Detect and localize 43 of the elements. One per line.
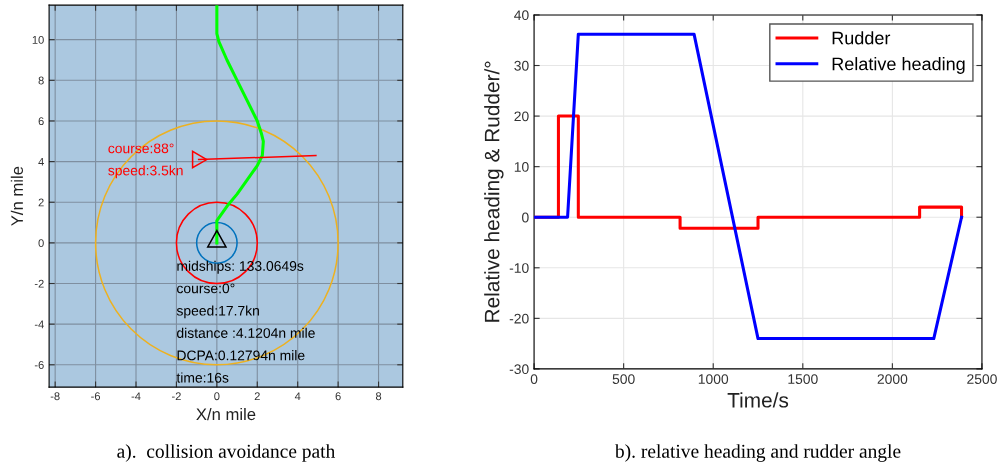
- text: b). relative heading and rudder angle: [614, 444, 901, 462]
- annotation: time:16s: [176, 372, 229, 383]
- y-axis-title: Y/n mile: [10, 166, 24, 226]
- x-tick-label: 1500: [788, 374, 818, 384]
- legend-label: Rudder: [832, 31, 891, 45]
- y-tick-label: -4: [34, 320, 44, 329]
- y-tick-label: 6: [38, 117, 44, 126]
- legend-label: Relative heading: [832, 57, 965, 74]
- y-tick-label: 10: [32, 35, 44, 44]
- x-tick-label: 4: [294, 392, 301, 401]
- x-axis-title: X/n mile: [196, 407, 256, 421]
- x-tick-label: -8: [50, 392, 60, 401]
- annotation: course:0°: [177, 283, 235, 294]
- x-tick-label: 2: [254, 392, 260, 401]
- x-tick-label: -4: [131, 392, 141, 401]
- y-tick-label: 2: [38, 198, 44, 207]
- y-axis-title: Relative heading & Rudder/°: [484, 61, 504, 322]
- annotation: speed:17.7kn: [176, 305, 259, 319]
- y-tick-label: 0: [38, 239, 44, 248]
- y-tick-label: 0: [522, 212, 529, 223]
- y-tick-label: -30: [509, 364, 529, 375]
- y-tick-label: -20: [509, 313, 529, 324]
- x-axis-title: Time/s: [727, 392, 789, 408]
- y-tick-label: 8: [38, 76, 44, 85]
- x-tick-label: 0: [530, 374, 538, 384]
- y-tick-label: 40: [514, 10, 529, 21]
- y-tick-label: -6: [34, 361, 44, 369]
- x-tick-label: 500: [612, 374, 635, 384]
- x-tick-label: 2000: [877, 374, 908, 384]
- x-tick-label: 2500: [967, 374, 997, 384]
- y-tick-label: -2: [34, 279, 44, 288]
- x-tick-label: 8: [375, 392, 382, 401]
- x-tick-label: -2: [171, 392, 181, 401]
- x-tick-label: -6: [91, 392, 101, 401]
- text: a). collision avoidance path: [117, 444, 336, 462]
- y-tick-label: 30: [514, 60, 529, 71]
- y-tick-label: 4: [38, 157, 44, 166]
- y-tick-label: 20: [514, 111, 529, 122]
- y-tick-label: 10: [514, 161, 529, 172]
- x-tick-label: 6: [335, 392, 341, 401]
- x-tick-label: 1000: [698, 374, 729, 384]
- y-tick-label: -10: [509, 263, 529, 273]
- x-tick-label: 0: [214, 392, 220, 401]
